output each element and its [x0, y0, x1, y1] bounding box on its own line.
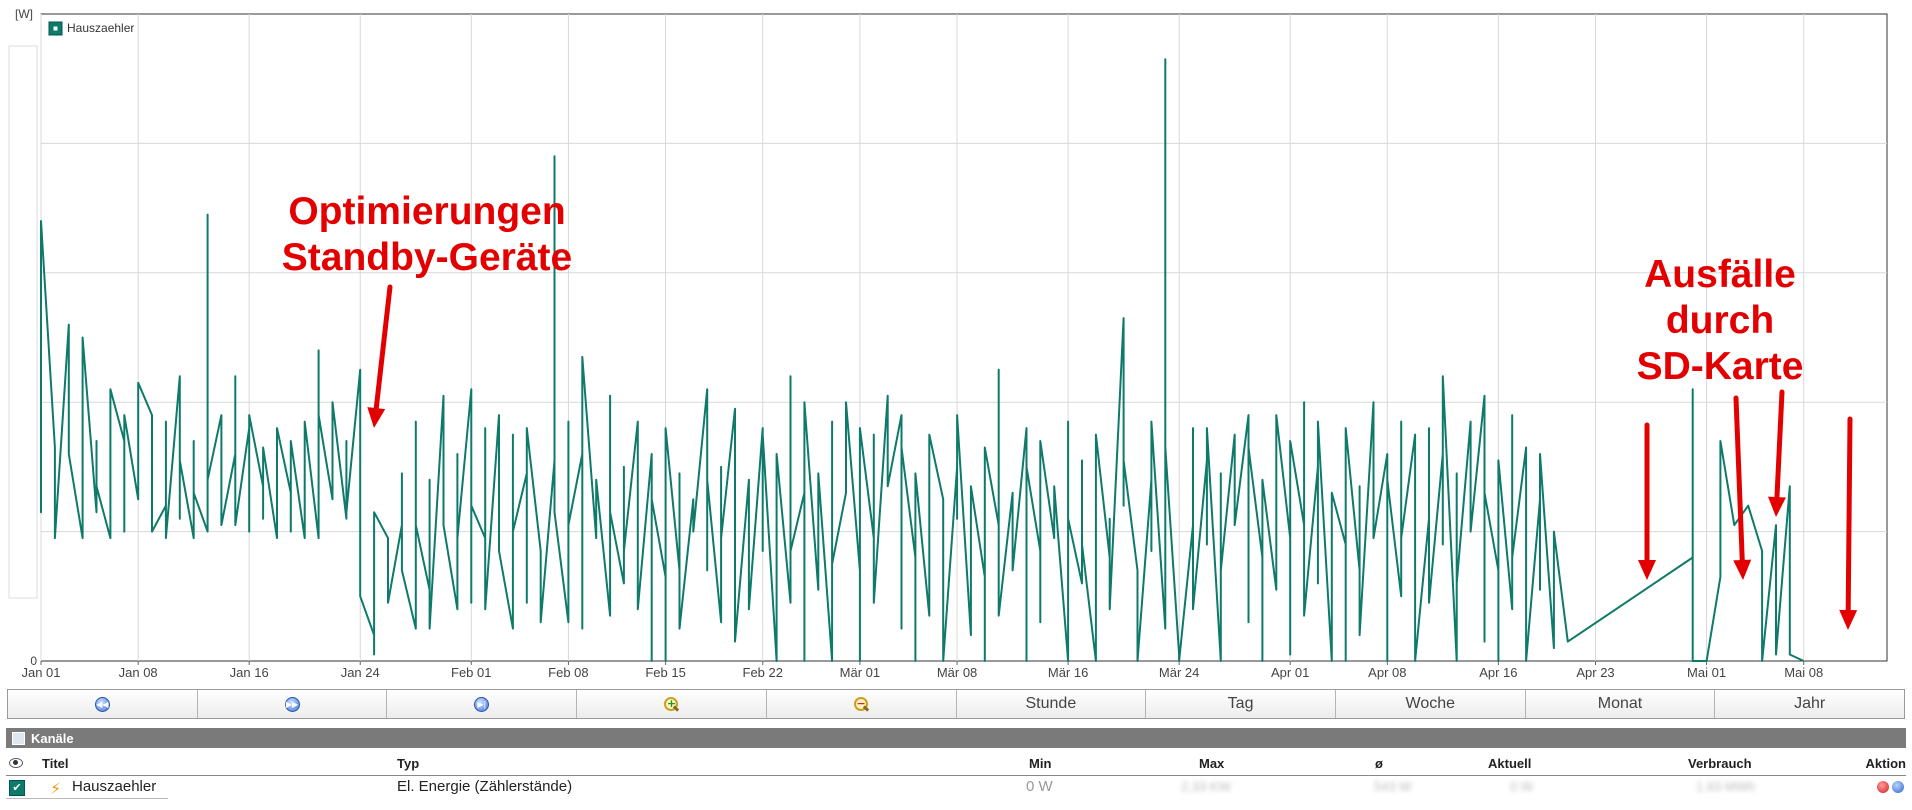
col-consumption: Verbrauch [1688, 756, 1752, 771]
section-toggle-icon[interactable] [12, 731, 25, 745]
channel-visible-checkbox[interactable]: ✔ [9, 780, 25, 796]
plot-frame [40, 13, 1888, 662]
lightning-icon: ⚡ [50, 779, 62, 798]
annotation-arrow-shaft [1845, 416, 1853, 613]
x-tick-label: Mär 16 [1048, 665, 1088, 680]
series-line [40, 58, 1805, 662]
x-tick-label: Mai 01 [1687, 665, 1726, 680]
period-week-button[interactable]: Woche [1335, 690, 1526, 718]
x-tick-label: Apr 08 [1368, 665, 1406, 680]
channels-table-header: Titel Typ Min Max ø Aktuell Verbrauch Ak… [6, 755, 1906, 776]
x-tick-label: Jan 16 [230, 665, 269, 680]
row-divider [6, 798, 168, 799]
period-year-button[interactable]: Jahr [1715, 690, 1905, 718]
col-max: Max [1199, 756, 1225, 771]
annotation-text-standby: Standby-Geräte [282, 236, 572, 279]
x-tick-label: Mär 08 [937, 665, 977, 680]
zoom-out-button[interactable]: − [766, 690, 957, 718]
period-hour-button[interactable]: Stunde [956, 690, 1147, 718]
channel-type: El. Energie (Zählerstände) [397, 778, 573, 795]
channel-avg: 543 W [1374, 779, 1412, 794]
channels-section-header: Kanäle [6, 728, 1906, 748]
annotation-arrow-head [1839, 609, 1858, 630]
x-tick-label: Feb 01 [451, 665, 491, 680]
skip-end-icon: ▶| [474, 696, 490, 712]
zoom-in-button[interactable]: + [577, 690, 767, 718]
channel-min: 0 W [1026, 778, 1053, 795]
x-tick-label: Feb 08 [548, 665, 588, 680]
annotation-text-sd-card: durch [1666, 299, 1774, 342]
x-tick-label: Feb 22 [743, 665, 783, 680]
col-title: Titel [42, 756, 69, 771]
annotation-arrow-head [1733, 559, 1752, 580]
x-tick-label: Mai 08 [1784, 665, 1823, 680]
fast-forward-button[interactable]: ▶▶ [197, 690, 388, 718]
annotation-text-sd-card: Ausfälle [1644, 253, 1796, 296]
channel-current: 0 W [1510, 779, 1534, 794]
fast-forward-icon: ▶▶ [284, 696, 300, 712]
x-tick-label: Apr 01 [1271, 665, 1309, 680]
table-row[interactable]: ✔ ⚡ Hauszaehler El. Energie (Zählerständ… [6, 778, 1906, 800]
annotation-text-sd-card: SD-Karte [1637, 345, 1804, 388]
x-tick-label: Mär 24 [1159, 665, 1199, 680]
skip-end-button[interactable]: ▶| [387, 690, 578, 718]
annotation-arrow-shaft [1774, 389, 1785, 500]
channel-max: 2,33 KW [1181, 779, 1231, 794]
annotation-arrow-sd-2 [1733, 395, 1752, 580]
zoom-in-icon: + [663, 696, 680, 712]
zoom-out-icon: − [853, 696, 870, 712]
rewind-icon: ◀◀ [94, 696, 110, 712]
channels-section-title: Kanäle [31, 730, 74, 746]
col-type: Typ [397, 756, 420, 771]
rewind-button[interactable]: ◀◀ [8, 690, 198, 718]
visibility-eye-icon [9, 758, 23, 768]
info-icon[interactable] [1892, 781, 1904, 793]
y-scroll-strip [8, 45, 38, 599]
col-avg: ø [1375, 756, 1383, 771]
annotation-arrow-sd-3 [1767, 389, 1786, 517]
channel-consumption: 1.93 MWh [1696, 779, 1756, 794]
period-day-button[interactable]: Tag [1146, 690, 1336, 718]
delete-icon[interactable] [1877, 781, 1889, 793]
col-action: Aktion [1865, 756, 1906, 771]
legend-swatch-dot [53, 26, 58, 31]
annotation-arrow-head [1638, 560, 1656, 580]
col-current: Aktuell [1488, 756, 1532, 771]
x-tick-label: Apr 16 [1479, 665, 1517, 680]
annotation-text-standby: Optimierungen [288, 190, 565, 233]
col-min: Min [1029, 756, 1052, 771]
annotation-arrow-head [367, 407, 386, 428]
chart-toolbar: ◀◀ ▶▶ ▶| + − Stunde Tag Woche Monat Jahr [7, 689, 1905, 719]
annotation-arrow-sd-1 [1638, 422, 1656, 580]
legend-label: Hauszaehler [67, 21, 134, 35]
x-tick-label: Apr 23 [1576, 665, 1614, 680]
x-tick-label: Jan 24 [341, 665, 380, 680]
chart-area: Jan 01 Jan 08 Jan 16 Jan 24 Feb 01 Feb 08 Feb … [8, 7, 1888, 680]
x-tick-label: Feb 15 [645, 665, 685, 680]
annotation-arrow-standby [367, 284, 393, 428]
annotation-arrow-head [1767, 496, 1786, 517]
x-tick-label: Jan 08 [119, 665, 158, 680]
x-tick-label: Jan 01 [21, 665, 60, 680]
y-unit-label: [W] [15, 7, 33, 21]
annotation-arrow-shaft [1733, 395, 1745, 563]
power-chart: Jan 01 Jan 08 Jan 16 Jan 24 Feb 01 Feb 08 Feb … [8, 7, 1888, 680]
channel-title[interactable]: Hauszaehler [72, 778, 157, 795]
x-tick-label: Mär 01 [840, 665, 880, 680]
period-month-button[interactable]: Monat [1525, 690, 1716, 718]
y-zero-label: 0 [30, 654, 37, 668]
annotation-arrow-shaft [373, 284, 393, 411]
annotation-arrow-sd-4 [1839, 416, 1858, 630]
